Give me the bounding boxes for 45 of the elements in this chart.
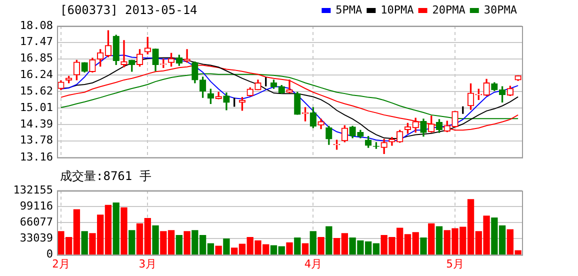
bar (81, 231, 88, 255)
bar (318, 236, 324, 255)
legend-label: 20PMA (432, 3, 466, 16)
candlestick (286, 80, 293, 94)
candlestick (120, 40, 128, 68)
bar (420, 237, 427, 255)
bar (152, 225, 159, 255)
bar (428, 223, 435, 255)
bar (286, 242, 293, 255)
legend-label: 30PMA (484, 3, 518, 16)
bar (112, 202, 120, 255)
candlestick (184, 49, 190, 63)
bar (128, 230, 136, 255)
y-tick-label: 16.24 (20, 68, 54, 81)
y-tick-label: 18.08 (20, 18, 53, 32)
legend-label: 5PMA (336, 3, 363, 16)
legend-label: 10PMA (380, 3, 414, 16)
bar (184, 231, 190, 255)
y-tick-label: 14.39 (20, 117, 53, 130)
chart-title: [600373] 2013-05-14 (60, 3, 198, 17)
bar (294, 237, 301, 255)
y-tick-label: 15.62 (20, 84, 53, 98)
chart-title: 成交量:8761 手 (60, 168, 152, 185)
bar (326, 226, 332, 255)
bar (176, 235, 182, 255)
bar (302, 243, 309, 255)
bar (310, 231, 316, 255)
y-tick-label: 13.78 (20, 134, 53, 147)
y-tick-label: 16.85 (20, 52, 53, 65)
y-tick-label: 13.16 (20, 150, 53, 164)
x-tick-label: 2月 (52, 257, 70, 270)
y-tick-label: 99116 (20, 200, 53, 213)
y-tick-label: 17.47 (20, 35, 53, 48)
y-tick-label: 15.01 (20, 100, 53, 114)
y-tick-label: 132155 (13, 183, 53, 196)
y-tick-label: 66077 (20, 216, 53, 229)
bar (223, 238, 230, 255)
x-tick-label: 4月 (304, 257, 322, 270)
x-tick-label: 3月 (138, 257, 156, 270)
y-tick-label: 0 (46, 248, 53, 261)
x-tick-label: 5月 (446, 257, 464, 270)
bar (120, 207, 128, 255)
bar (215, 246, 222, 255)
bar (436, 226, 443, 255)
y-tick-label: 33039 (20, 232, 53, 245)
